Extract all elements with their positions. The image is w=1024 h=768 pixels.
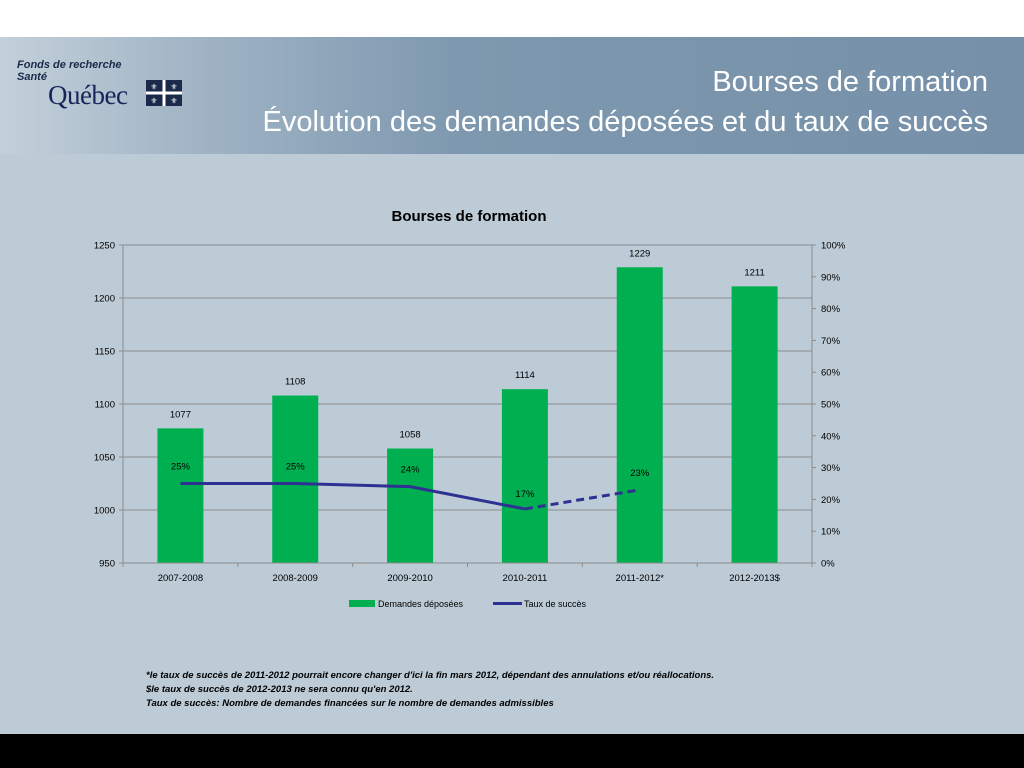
footnote-1: *le taux de succès de 2011-2012 pourrait… bbox=[146, 670, 715, 681]
right-axis-tick-label: 30% bbox=[821, 463, 841, 474]
right-axis-tick-label: 0% bbox=[821, 559, 835, 570]
bar bbox=[731, 286, 778, 563]
x-axis-tick-label: 2011-2012* bbox=[616, 573, 665, 584]
top-white-strip bbox=[0, 0, 1024, 37]
footnote-2: $le taux de succès de 2012-2013 ne sera … bbox=[146, 684, 413, 695]
data-labels: 1077 1108 1058 1114 1229 1211 25% 25% 24% 17% 23% bbox=[170, 248, 765, 500]
bar bbox=[272, 395, 319, 563]
line-data-label: 25% bbox=[171, 462, 191, 473]
x-axis-tick-label: 2009-2010 bbox=[387, 573, 432, 584]
x-axis-tick-label: 2012-2013$ bbox=[729, 573, 780, 584]
bar bbox=[616, 267, 663, 563]
right-axis-tick-label: 40% bbox=[821, 431, 841, 442]
bar-data-label: 1058 bbox=[400, 430, 421, 441]
x-axis-tick-label: 2007-2008 bbox=[158, 573, 203, 584]
success-rate-line-solid bbox=[180, 482, 526, 511]
right-axis-tick-label: 10% bbox=[821, 527, 841, 538]
left-axis-tick-label: 1050 bbox=[94, 453, 115, 464]
legend-label-demandes: Demandes déposées bbox=[378, 599, 464, 609]
bar-data-label: 1229 bbox=[629, 248, 650, 259]
x-axis-tick-label: 2010-2011 bbox=[503, 573, 548, 584]
right-axis-tick-label: 60% bbox=[821, 368, 841, 379]
left-axis-tick-label: 1000 bbox=[94, 506, 115, 517]
chart-title: Bourses de formation bbox=[391, 208, 546, 225]
right-axis-tick-label: 50% bbox=[821, 400, 841, 411]
axes: 950 1000 1050 1100 1150 1200 1250 0% 10% 20% 30% 40… bbox=[94, 241, 846, 585]
success-rate-line-dashed bbox=[524, 488, 640, 511]
svg-text:⚜: ⚜ bbox=[150, 83, 157, 92]
legend-swatch-demandes bbox=[349, 600, 375, 607]
gridlines bbox=[123, 244, 812, 511]
line-data-label: 23% bbox=[630, 468, 650, 479]
left-axis-tick-label: 1200 bbox=[94, 294, 115, 305]
bottom-black-strip bbox=[0, 734, 1024, 768]
svg-text:⚜: ⚜ bbox=[170, 83, 177, 92]
right-axis-tick-label: 100% bbox=[821, 241, 846, 252]
right-axis-tick-label: 20% bbox=[821, 495, 841, 506]
slide-title-line1: Bourses de formation bbox=[712, 66, 988, 98]
bar-data-label: 1108 bbox=[285, 377, 305, 388]
logo-text-sante: Santé bbox=[17, 71, 47, 83]
logo-text-quebec: Québec bbox=[48, 80, 128, 110]
right-axis-tick-label: 90% bbox=[821, 272, 841, 283]
bars bbox=[157, 267, 778, 563]
right-axis-tick-label: 80% bbox=[821, 304, 841, 315]
line-data-label: 24% bbox=[401, 465, 421, 476]
footnote-3: Taux de succès: Nombre de demandes finan… bbox=[146, 698, 554, 709]
bar-data-label: 1114 bbox=[515, 370, 535, 381]
legend: Demandes déposées Taux de succès bbox=[349, 599, 587, 609]
right-axis-tick-label: 70% bbox=[821, 336, 841, 347]
bar-data-label: 1077 bbox=[170, 409, 191, 420]
line-data-label: 25% bbox=[286, 462, 306, 473]
footnotes: *le taux de succès de 2011-2012 pourrait… bbox=[146, 669, 714, 711]
x-axis-tick-label: 2008-2009 bbox=[273, 573, 318, 584]
left-axis-tick-label: 1250 bbox=[94, 241, 115, 252]
slide-title-line2: Évolution des demandes déposées et du ta… bbox=[262, 106, 988, 138]
bar bbox=[501, 389, 548, 563]
left-axis-tick-label: 1100 bbox=[95, 400, 115, 411]
legend-label-taux: Taux de succès bbox=[524, 599, 587, 609]
logo-text-fonds: Fonds de recherche bbox=[17, 59, 122, 71]
svg-text:⚜: ⚜ bbox=[150, 97, 157, 106]
bar bbox=[157, 428, 204, 563]
svg-text:⚜: ⚜ bbox=[170, 97, 177, 106]
line-data-label: 17% bbox=[515, 489, 535, 500]
left-axis-tick-label: 1150 bbox=[95, 347, 115, 358]
success-rate-line bbox=[180, 482, 640, 511]
left-axis-tick-label: 950 bbox=[99, 559, 115, 570]
bar bbox=[387, 448, 434, 563]
bar-data-label: 1211 bbox=[744, 267, 764, 278]
quebec-flag-icon: ⚜ ⚜ ⚜ ⚜ bbox=[146, 80, 182, 106]
